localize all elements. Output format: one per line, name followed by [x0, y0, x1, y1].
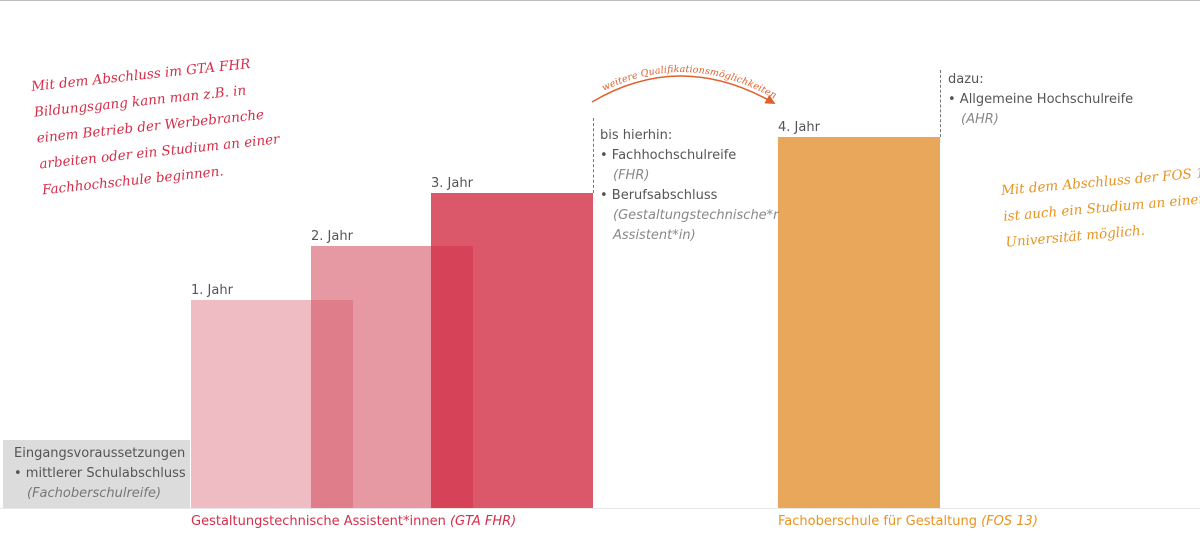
- gta-qualification-sub: Assistent*in): [613, 228, 696, 243]
- fos-qualification-item: • Allgemeine Hochschulreife: [948, 92, 1134, 107]
- gta-qualification-item: • Berufsabschluss: [600, 188, 718, 203]
- program-fos-abbr: (FOS 13): [981, 514, 1038, 529]
- note-fos: Mit dem Abschluss der FOS 13 ist auch ei…: [1000, 159, 1200, 255]
- arrow-label-path: weitere Qualifikationsmöglichkeiten: [600, 64, 778, 101]
- bar-year-4: [778, 137, 940, 508]
- fos-qualifications: dazu: • Allgemeine Hochschulreife (AHR): [948, 70, 1133, 130]
- program-gta-name: Gestaltungstechnische Assistent*innen: [191, 514, 446, 529]
- label-year-4: 4. Jahr: [778, 120, 820, 135]
- program-fos-name: Fachoberschule für Gestaltung: [778, 514, 977, 529]
- label-year-3: 3. Jahr: [431, 176, 473, 191]
- entry-requirements-box: [3, 440, 190, 508]
- arrow-label: weitere Qualifikationsmöglichkeiten: [600, 64, 778, 101]
- qualification-arrow: weitere Qualifikationsmöglichkeiten: [591, 64, 778, 104]
- entry-item: • mittlerer Schulabschluss: [14, 466, 186, 481]
- entry-sub: (Fachoberschulreife): [27, 486, 162, 501]
- dashed-line-gta: [593, 118, 594, 193]
- gta-qualifications-heading: bis hierhin:: [600, 128, 673, 143]
- baseline: [0, 508, 1200, 509]
- program-gta-label: Gestaltungstechnische Assistent*innen (G…: [191, 514, 516, 529]
- program-fos-label: Fachoberschule für Gestaltung (FOS 13): [778, 514, 1038, 529]
- label-year-2: 2. Jahr: [311, 229, 353, 244]
- entry-requirements: Eingangsvoraussetzungen • mittlerer Schu…: [14, 444, 186, 504]
- gta-qualification-sub: (FHR): [613, 168, 650, 183]
- fos-qualifications-heading: dazu:: [948, 72, 984, 87]
- dashed-line-fos: [940, 70, 941, 137]
- gta-qualification-sub: (Gestaltungstechnische*r: [613, 208, 779, 223]
- gta-qualifications: bis hierhin: • Fachhochschulreife (FHR) …: [600, 126, 779, 246]
- entry-title: Eingangsvoraussetzungen: [14, 446, 186, 461]
- bar-year-3: [431, 193, 593, 508]
- fos-qualification-sub: (AHR): [961, 112, 999, 127]
- note-gta: Mit dem Abschluss im GTA FHR Bildungsgan…: [30, 49, 284, 204]
- program-gta-abbr: (GTA FHR): [449, 514, 517, 529]
- gta-qualification-item: • Fachhochschulreife: [600, 148, 737, 163]
- top-rule: [0, 0, 1200, 1]
- arrow-curve: [591, 75, 776, 104]
- label-year-1: 1. Jahr: [191, 283, 233, 298]
